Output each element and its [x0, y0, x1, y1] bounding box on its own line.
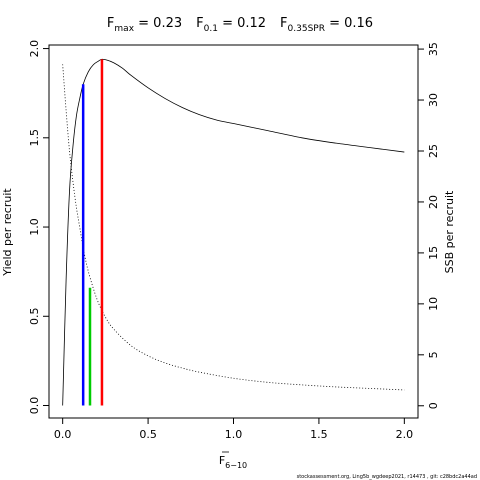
x-tick-label: 0.5 — [139, 428, 157, 441]
y-right-tick-label: 35 — [427, 42, 440, 56]
footer-credit: stockassessment.org, Ling5b_wgdeep2021, … — [297, 474, 477, 480]
y-right-tick-label: 20 — [427, 195, 440, 209]
y-left-tick-label: 1.0 — [28, 218, 41, 236]
ssb-per-recruit-line — [62, 64, 405, 391]
y-left-tick-label: 0.5 — [28, 308, 41, 326]
y-right-tick-label: 5 — [427, 351, 440, 358]
title-f01-value: = 0.12 — [218, 16, 266, 31]
yield-per-recruit-line — [62, 58, 405, 406]
x-axis-label: F6−10 — [219, 454, 247, 470]
title-f01-symbol: F — [196, 16, 203, 31]
title-f35-symbol: F — [280, 16, 287, 31]
y-left-tick-label: 1.5 — [28, 129, 41, 147]
title-f35-value: = 0.16 — [325, 16, 373, 31]
y-left-tick-label: 0.0 — [28, 397, 41, 415]
title-f35-subscript: 0.35SPR — [288, 24, 325, 34]
reference-lines — [81, 59, 104, 406]
y-axis-left-label: Yield per recruit — [1, 188, 14, 277]
y-right-tick-label: 25 — [427, 144, 440, 158]
x-tick-label: 1.0 — [225, 428, 243, 441]
x-tick-label: 2.0 — [396, 428, 414, 441]
y-right-tick-label: 30 — [427, 93, 440, 107]
title-fmax-subscript: max — [114, 24, 134, 34]
x-axis-label-subscript: 6−10 — [225, 461, 247, 470]
y-axis-right-label: SSB per recruit — [443, 190, 456, 273]
y-left-tick-label: 2.0 — [28, 40, 41, 58]
x-axis-label-symbol: F — [219, 454, 225, 467]
y-right-tick-label: 0 — [427, 402, 440, 409]
x-tick-label: 0.0 — [54, 428, 72, 441]
x-tick-label: 1.5 — [310, 428, 328, 441]
chart-title: Fmax = 0.23 F0.1 = 0.12 F0.35SPR = 0.16 — [107, 16, 373, 34]
x-axis: 0.0 0.5 1.0 1.5 2.0 — [54, 418, 413, 441]
y-right-tick-label: 10 — [427, 297, 440, 311]
y-axis-right: 0 5 10 15 20 25 30 35 — [418, 42, 440, 409]
title-f01-subscript: 0.1 — [204, 24, 218, 34]
plot-frame — [48, 44, 419, 419]
title-fmax-value: = 0.23 — [134, 16, 182, 31]
title-fmax-symbol: F — [107, 16, 114, 31]
y-right-tick-label: 15 — [427, 246, 440, 260]
y-axis-left: 0.0 0.5 1.0 1.5 2.0 — [28, 40, 49, 414]
series-layer — [62, 58, 405, 406]
